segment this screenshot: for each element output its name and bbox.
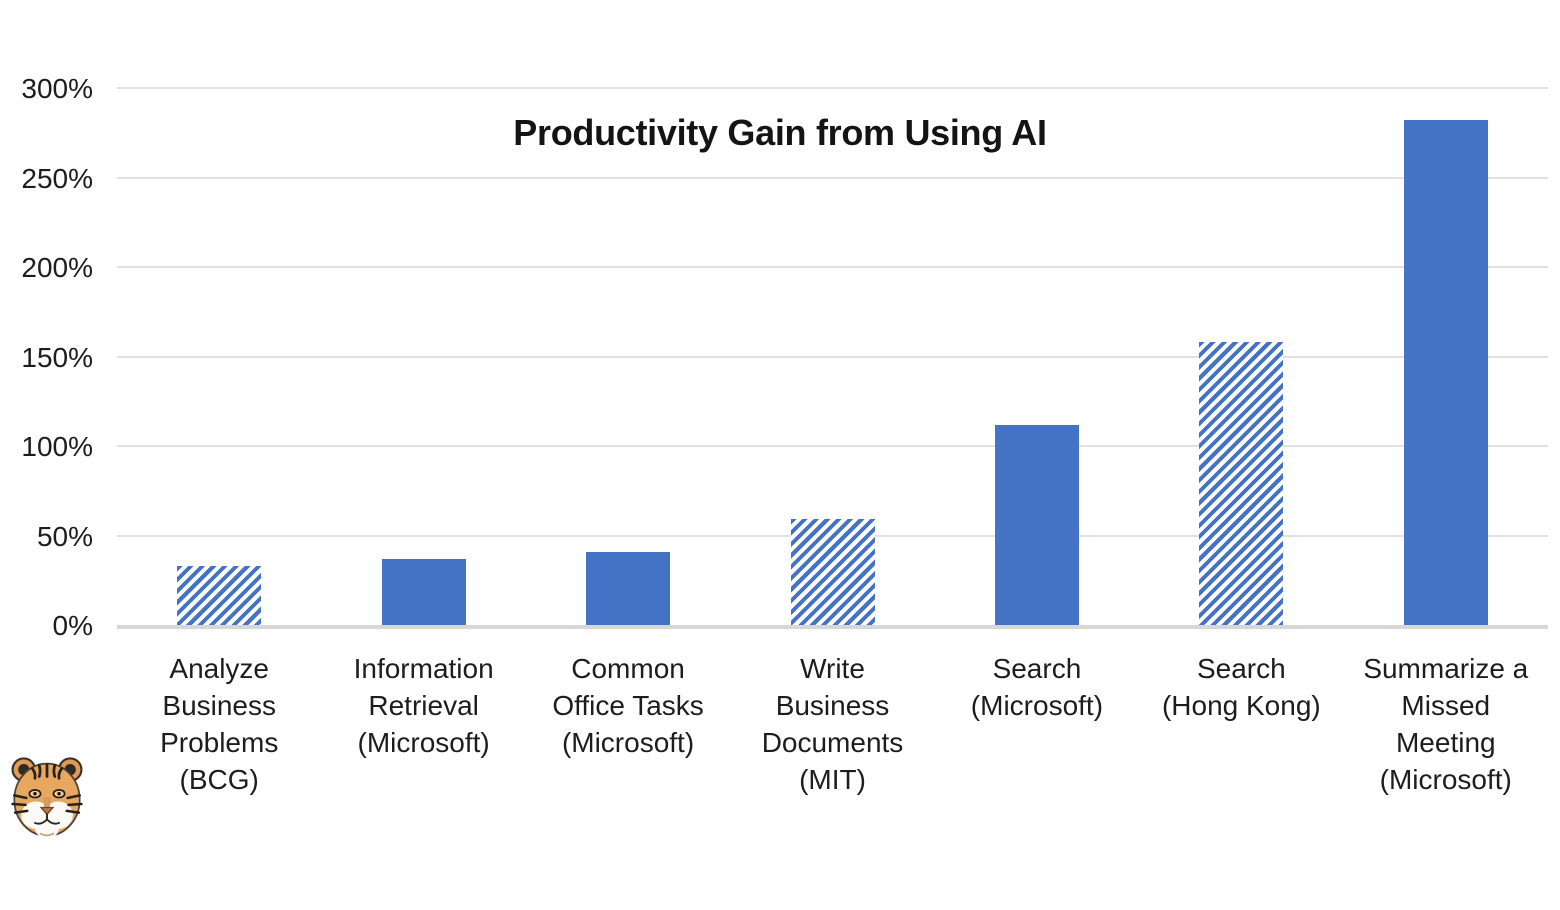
bar-information-retrieval-microsoft <box>381 558 466 625</box>
category-label: Common Office Tasks (Microsoft) <box>552 653 704 758</box>
gridline-200% <box>117 266 1548 268</box>
bar-common-office-tasks-microsoft <box>586 551 671 625</box>
gridline-300% <box>117 87 1548 89</box>
bar-search-hong-kong <box>1199 342 1284 625</box>
category-label: Information Retrieval (Microsoft) <box>353 653 494 758</box>
y-tick-label-300%: 300% <box>21 73 93 104</box>
gridline-150% <box>117 355 1548 358</box>
chart-title: Productivity Gain from Using AI <box>513 112 1047 153</box>
y-tick-label-100%: 100% <box>21 431 93 462</box>
bar-summarize-a-missed-meeting-microsoft <box>1403 120 1488 625</box>
x-axis-line <box>117 625 1548 629</box>
category-label: Analyze Business Problems (BCG) <box>160 653 279 795</box>
y-tick-label-250%: 250% <box>21 162 93 194</box>
bar-analyze-business-problems-bcg <box>177 565 262 625</box>
bar-write-business-documents-mit <box>790 519 875 625</box>
y-tick-label-150%: 150% <box>21 341 93 373</box>
gridline-100% <box>117 445 1548 447</box>
category-label: Write Business Documents (MIT) <box>761 653 904 795</box>
y-tick-label-50%: 50% <box>36 520 93 552</box>
y-tick-label-0%: 0% <box>52 610 93 641</box>
gridline-250% <box>117 176 1548 179</box>
bar-search-microsoft <box>994 424 1079 625</box>
category-label: Summarize a Missed Meeting (Microsoft) <box>1363 653 1529 795</box>
category-label: Search (Hong Kong) <box>1161 653 1321 721</box>
category-label: Search (Microsoft) <box>970 653 1104 721</box>
y-tick-label-200%: 200% <box>21 252 93 283</box>
tiger-logo-icon <box>11 757 83 839</box>
